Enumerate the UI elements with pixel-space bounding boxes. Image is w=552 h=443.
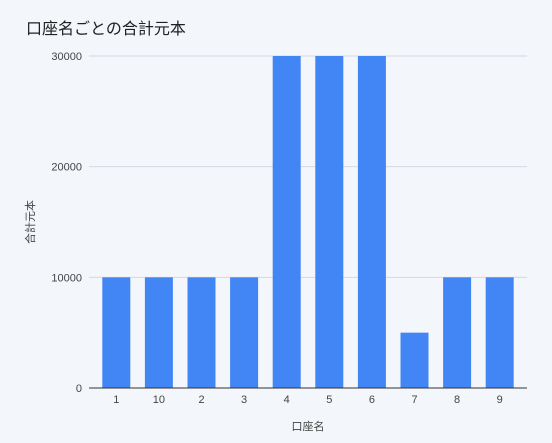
x-tick-label: 5 <box>326 394 332 406</box>
bar-9 <box>485 277 514 388</box>
x-axis-ticks: 1 10 2 3 4 5 6 7 8 9 <box>113 394 503 406</box>
y-tick-label: 0 <box>76 383 82 395</box>
bar-10 <box>144 277 173 388</box>
x-tick-label: 3 <box>241 394 247 406</box>
x-tick-label: 7 <box>411 394 417 406</box>
bar-2 <box>187 277 216 388</box>
x-tick-label: 2 <box>198 394 204 406</box>
gridlines <box>89 55 527 278</box>
x-tick-label: 10 <box>153 394 165 406</box>
y-tick-label: 10000 <box>51 272 82 284</box>
x-tick-label: 9 <box>497 394 503 406</box>
bar-4 <box>272 56 301 388</box>
x-tick-label: 4 <box>284 394 290 406</box>
x-tick-label: 8 <box>454 394 460 406</box>
x-tick-label: 6 <box>369 394 375 406</box>
y-axis-label: 合計元本 <box>23 200 37 244</box>
bars <box>102 56 514 388</box>
bar-6 <box>357 56 386 388</box>
chart-title: 口座名ごとの合計元本 <box>26 19 186 38</box>
bar-7 <box>400 332 429 388</box>
bar-5 <box>315 56 344 388</box>
y-tick-label: 30000 <box>51 51 82 63</box>
bar-3 <box>230 277 259 388</box>
x-axis-label: 口座名 <box>292 419 325 433</box>
y-tick-label: 20000 <box>51 162 82 174</box>
bar-1 <box>102 277 131 388</box>
y-axis-ticks: 0 10000 20000 30000 <box>51 51 82 395</box>
x-tick-label: 1 <box>113 394 119 406</box>
bar-8 <box>443 277 472 388</box>
